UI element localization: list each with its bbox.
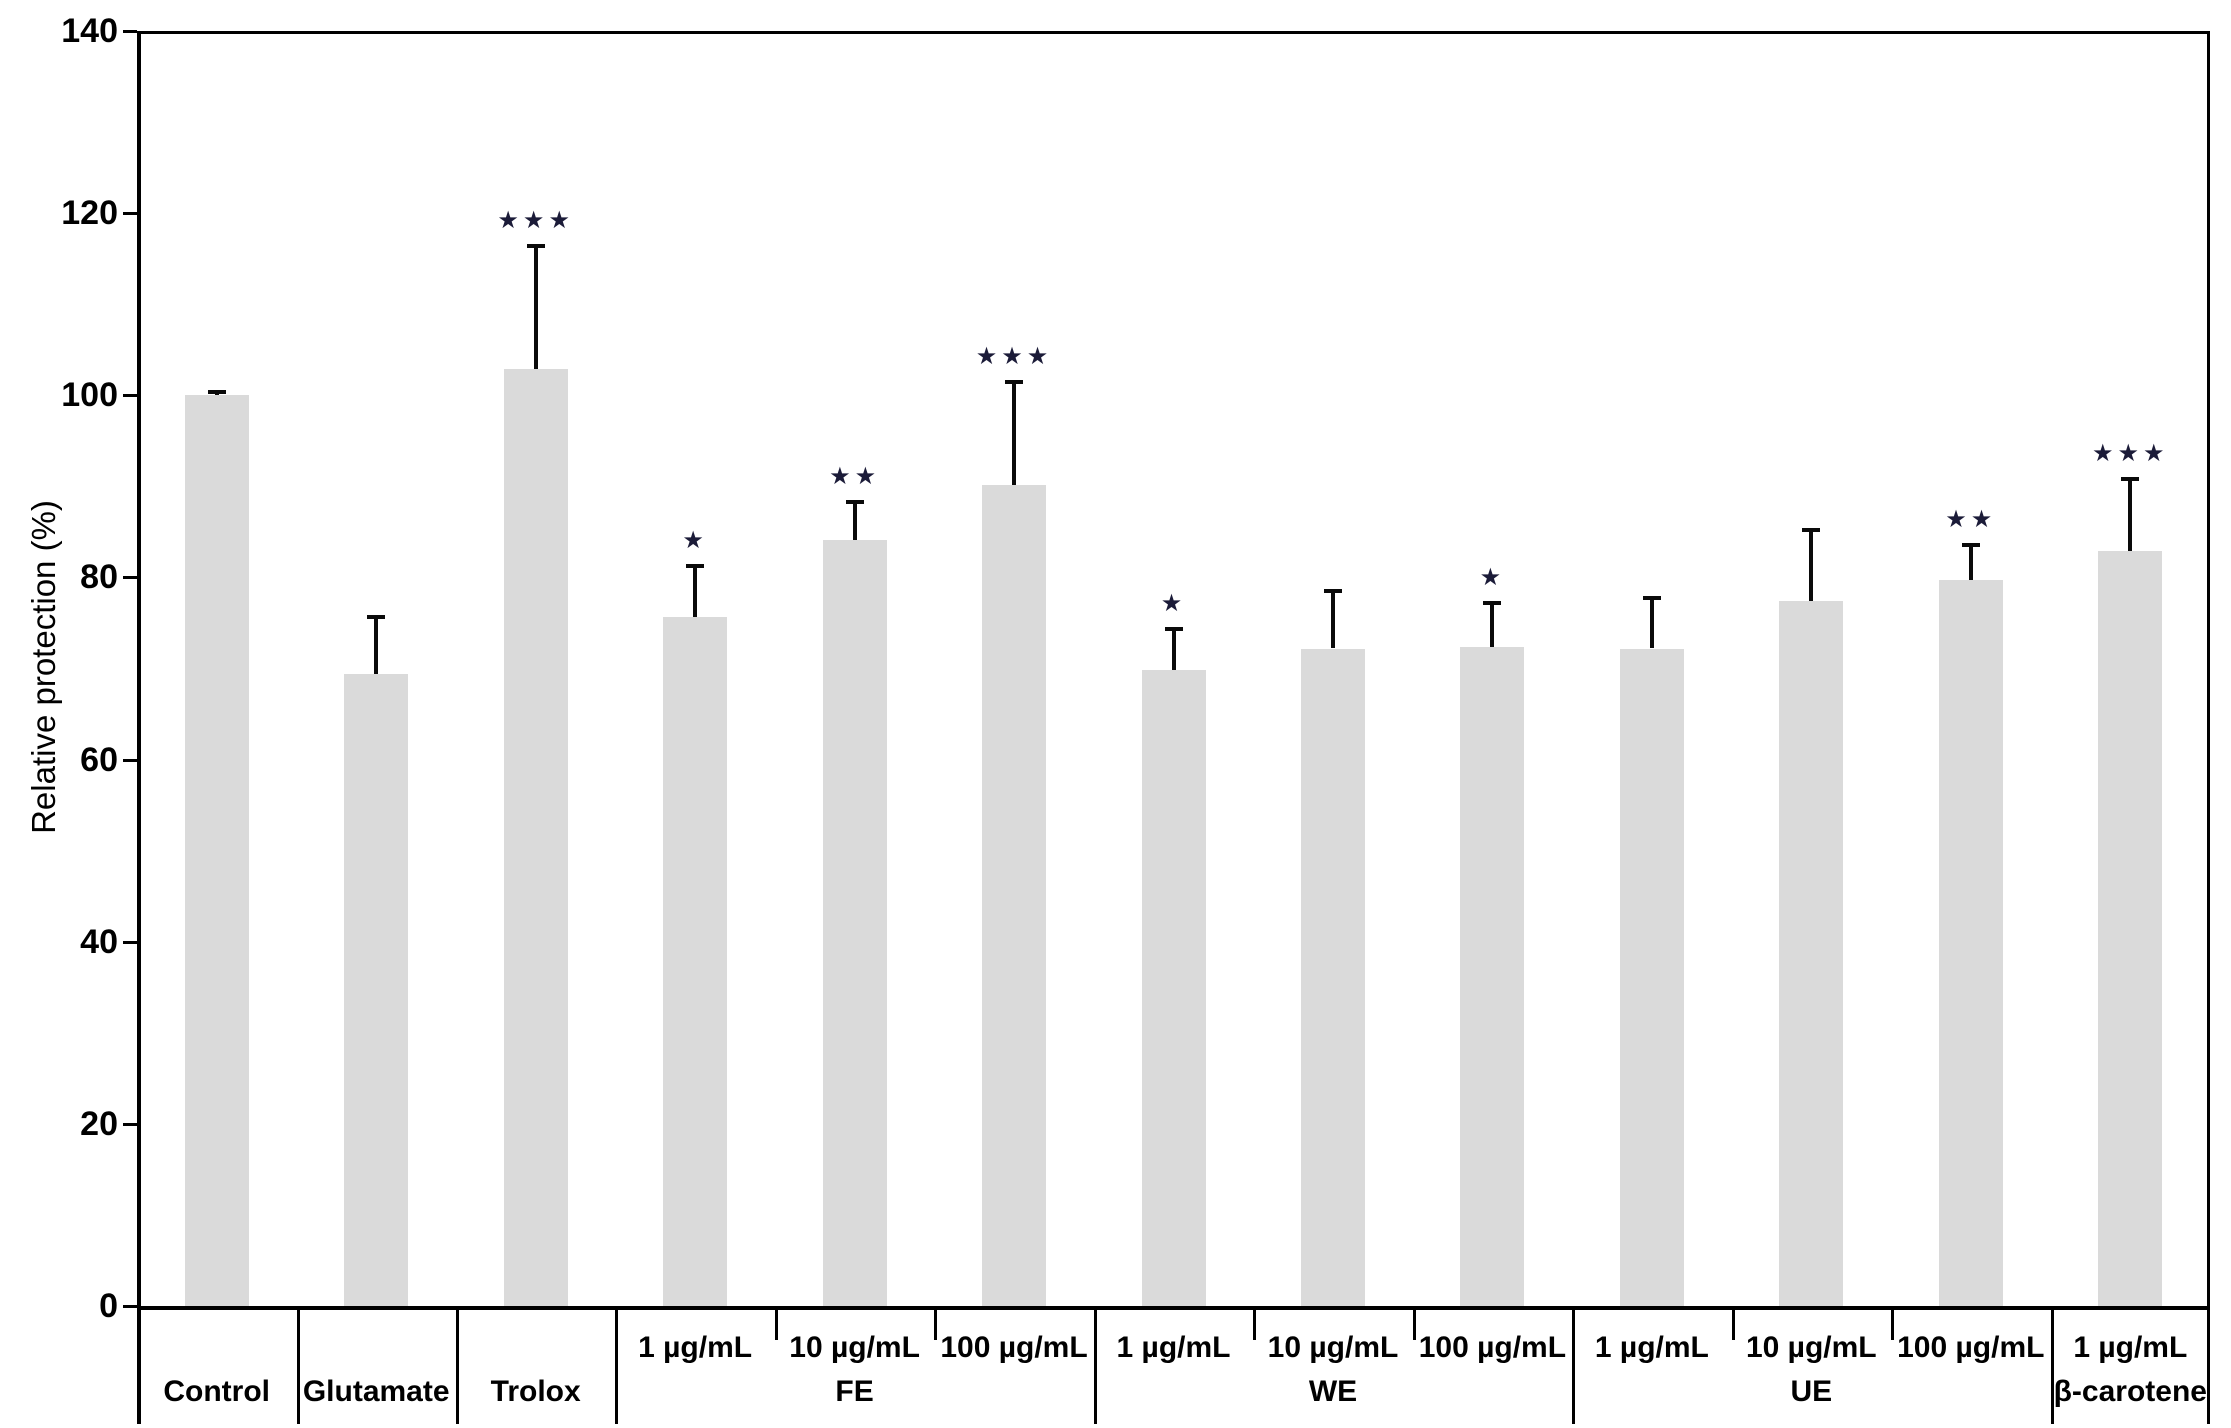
group-divider	[2050, 1306, 2054, 1424]
bar	[184, 395, 249, 1306]
error-bar-cap	[1642, 596, 1661, 601]
x-axis-line	[137, 1306, 2210, 1310]
error-bar-line	[533, 245, 538, 369]
y-tick-label: 100	[61, 376, 118, 415]
significance-stars: ★★★	[2092, 439, 2169, 468]
y-tick-mark	[123, 212, 137, 216]
error-bar-cap	[367, 614, 386, 619]
y-tick-mark	[123, 30, 137, 33]
bar	[1141, 670, 1206, 1306]
error-bar-cap	[686, 563, 705, 568]
x-concentration-label: 10 µg/mL	[1745, 1331, 1877, 1364]
error-bar-cap	[1802, 528, 1821, 533]
bar	[1460, 646, 1525, 1306]
error-bar-line	[1809, 530, 1814, 602]
y-tick-label: 80	[80, 558, 118, 597]
plot-right-border	[2207, 31, 2210, 1424]
x-group-label: Trolox	[490, 1375, 581, 1408]
error-bar-line	[1490, 602, 1495, 647]
y-tick-label: 40	[80, 922, 118, 961]
group-divider	[296, 1306, 300, 1424]
x-group-label: Control	[163, 1375, 271, 1408]
bar	[2098, 551, 2163, 1306]
bar	[1301, 648, 1365, 1306]
x-concentration-label: 10 µg/mL	[1267, 1331, 1399, 1364]
x-group-label: WE	[1308, 1375, 1358, 1408]
bar	[982, 485, 1046, 1306]
x-concentration-label: 1 µg/mL	[2073, 1331, 2188, 1364]
x-group-label: Glutamate	[302, 1375, 450, 1408]
x-group-label: β-carotene	[2053, 1375, 2207, 1408]
error-bar-cap	[1483, 600, 1502, 605]
y-axis-line	[137, 31, 141, 1424]
error-bar-cap	[2121, 477, 2140, 482]
error-bar-line	[2128, 479, 2133, 551]
significance-stars: ★★★	[975, 341, 1053, 370]
y-tick-mark	[123, 940, 137, 944]
y-tick-label: 140	[61, 12, 118, 50]
bar	[1779, 601, 1844, 1306]
error-bar-cap	[1961, 542, 1980, 547]
error-bar-line	[374, 616, 379, 674]
error-bar-cap	[1005, 379, 1023, 384]
bar	[1619, 648, 1684, 1306]
bar	[822, 540, 887, 1306]
x-concentration-label: 1 µg/mL	[1116, 1331, 1231, 1364]
y-tick-label: 60	[80, 740, 118, 779]
bar	[1938, 580, 2003, 1306]
error-bar-line	[1968, 544, 1973, 581]
y-tick-mark	[123, 576, 137, 580]
y-tick-mark	[123, 1305, 137, 1308]
error-bar-line	[1649, 598, 1654, 649]
bar	[663, 616, 728, 1306]
y-tick-label: 20	[80, 1104, 118, 1143]
bar	[344, 674, 409, 1306]
error-bar-cap	[845, 499, 864, 504]
concentration-tick	[934, 1306, 938, 1340]
concentration-tick	[1253, 1306, 1257, 1340]
plot-top-border	[137, 31, 2210, 34]
group-divider	[1572, 1306, 1576, 1424]
y-axis-title: Relative protection (%)	[25, 500, 62, 834]
bar	[503, 368, 568, 1306]
y-tick-label: 0	[99, 1287, 118, 1325]
error-bar-line	[1171, 629, 1176, 671]
error-bar-cap	[1164, 627, 1183, 632]
significance-stars: ★★★	[497, 205, 574, 234]
error-bar-cap	[207, 389, 226, 394]
x-concentration-label: 1 µg/mL	[638, 1331, 753, 1364]
x-concentration-label: 100 µg/mL	[940, 1331, 1088, 1364]
error-bar-line	[1331, 591, 1335, 649]
y-tick-mark	[123, 758, 137, 762]
y-tick-mark	[123, 394, 137, 398]
x-group-label: FE	[835, 1375, 874, 1408]
concentration-tick	[1731, 1306, 1735, 1340]
group-divider	[615, 1306, 619, 1424]
significance-stars: ★	[682, 525, 708, 554]
x-group-label: UE	[1790, 1375, 1833, 1408]
error-bar-line	[693, 565, 698, 617]
x-concentration-label: 100 µg/mL	[1897, 1331, 2045, 1364]
concentration-tick	[1412, 1306, 1416, 1340]
concentration-tick	[774, 1306, 778, 1340]
error-bar-cap	[1324, 589, 1342, 594]
concentration-tick	[1891, 1306, 1895, 1340]
significance-stars: ★	[1479, 562, 1506, 591]
y-tick-mark	[123, 1122, 137, 1126]
significance-stars: ★★	[829, 461, 881, 490]
x-concentration-label: 100 µg/mL	[1418, 1331, 1567, 1364]
error-bar-line	[1012, 381, 1016, 486]
x-concentration-label: 1 µg/mL	[1594, 1331, 1709, 1364]
group-divider	[455, 1306, 459, 1424]
error-bar-line	[852, 501, 857, 541]
group-divider	[1093, 1306, 1097, 1424]
y-tick-label: 120	[61, 194, 118, 233]
error-bar-cap	[526, 243, 545, 248]
significance-stars: ★	[1160, 589, 1187, 618]
x-concentration-label: 10 µg/mL	[789, 1331, 920, 1364]
significance-stars: ★★	[1945, 504, 1997, 533]
